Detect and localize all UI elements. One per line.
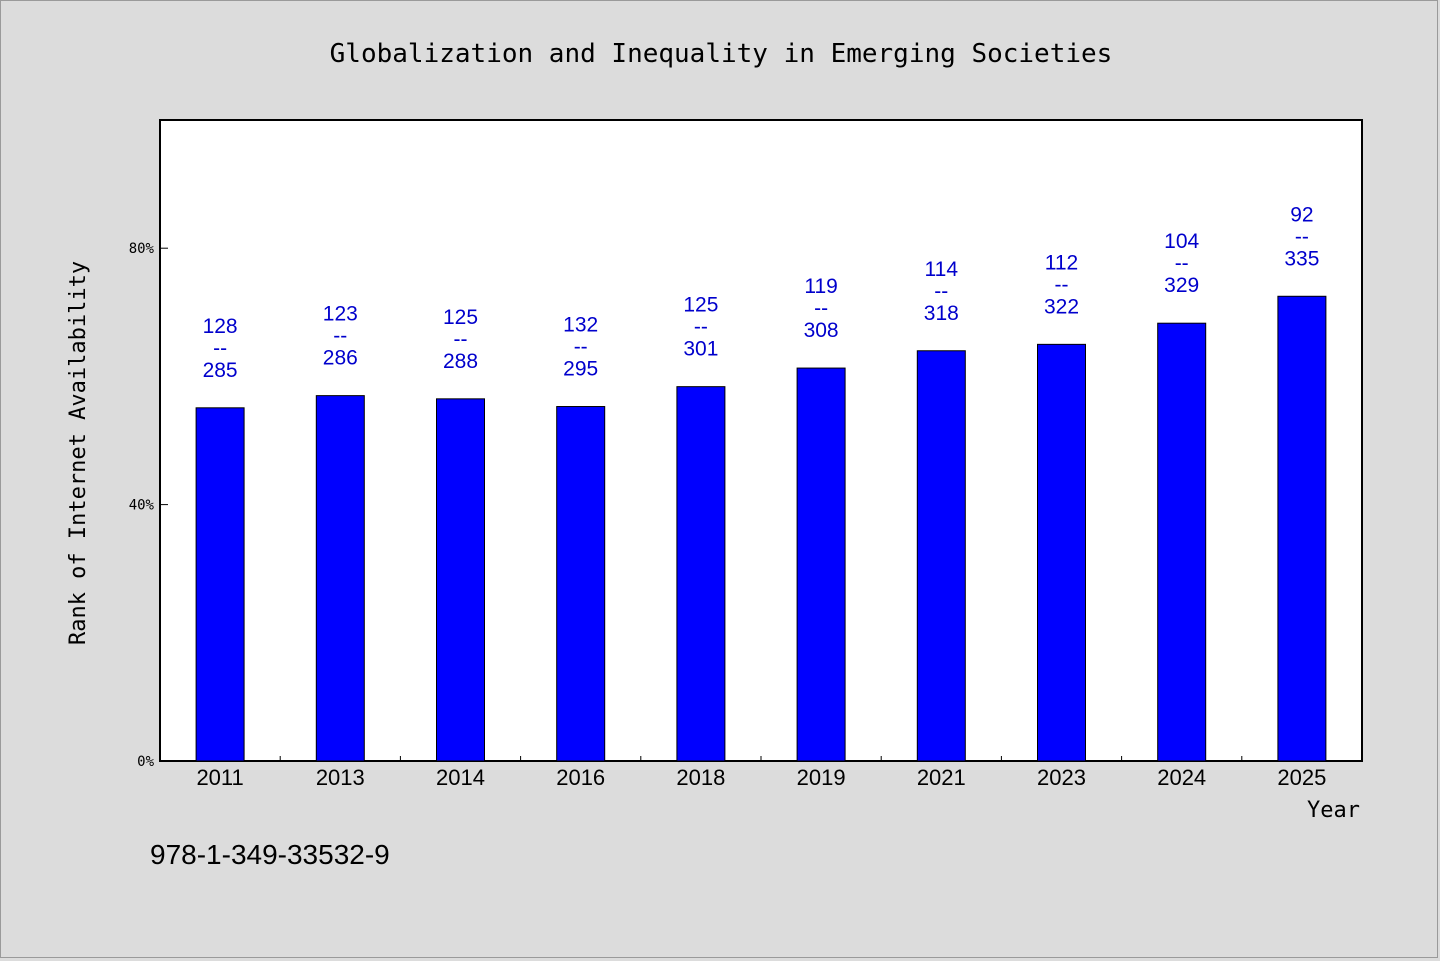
x-tick-label-2013: 2013 [316,765,365,790]
data-label-2024-top: 104 [1164,230,1199,253]
bar-2014 [436,398,485,762]
bars-group [195,295,1327,762]
y-tick-label-0: 0% [137,754,154,770]
data-label-2018-top: 125 [683,294,718,317]
x-tick-label-2019: 2019 [797,765,846,790]
data-label-2025-top: 92 [1290,203,1313,226]
data-labels-group: 128--285123--286125--288132--295125--301… [203,203,1320,382]
data-label-2019-top: 119 [804,275,837,298]
x-tick-label-2014: 2014 [436,765,485,790]
data-label-2024-bottom: 329 [1164,274,1199,297]
data-label-2013-bottom: 286 [323,347,358,370]
data-label-2023-top: 112 [1045,251,1078,274]
y-axis-label: Rank of Internet Availability [66,261,91,645]
data-label-2018-sep: -- [694,316,708,339]
data-label-2014-sep: -- [454,328,468,351]
data-label-2011-bottom: 285 [203,359,238,382]
data-label-2011-top: 128 [203,315,238,338]
bar-2025 [1277,295,1327,762]
x-tick-label-2018: 2018 [676,765,725,790]
data-label-2023-sep: -- [1055,273,1069,296]
data-label-2016-bottom: 295 [563,358,598,381]
x-tick-label-2024: 2024 [1157,765,1206,790]
data-label-2023-bottom: 322 [1044,295,1079,318]
x-tick-label-2016: 2016 [556,765,605,790]
data-label-2019-sep: -- [814,297,828,320]
y-axis-ticks: 0% 40% 80% [129,241,168,770]
x-tick-label-2023: 2023 [1037,765,1086,790]
data-label-2018-bottom: 301 [683,338,718,361]
data-label-2016-sep: -- [574,336,588,359]
data-label-2025-bottom: 335 [1284,247,1319,270]
y-tick-label-80: 80% [129,241,155,257]
data-label-2019-bottom: 308 [804,319,839,342]
data-label-2021-sep: -- [934,280,948,303]
x-tick-label-2025: 2025 [1277,765,1326,790]
data-label-2014-bottom: 288 [443,350,478,373]
x-tick-label-2021: 2021 [917,765,966,790]
data-label-2024-sep: -- [1175,252,1189,275]
data-label-2021-bottom: 318 [924,302,959,325]
bar-2018 [676,386,726,762]
data-label-2014-top: 125 [443,306,478,329]
isbn-text: 978-1-349-33532-9 [150,839,390,870]
data-label-2021-top: 114 [925,258,959,281]
data-label-2013-sep: -- [333,325,347,348]
data-label-2011-sep: -- [213,337,227,360]
bar-2016 [556,406,606,762]
data-label-2016-top: 132 [563,314,598,337]
bar-2013 [315,395,365,762]
bar-2021 [916,350,966,762]
y-tick-label-40: 40% [129,498,155,514]
data-label-2025-sep: -- [1295,225,1309,248]
x-tick-label-2011: 2011 [196,765,243,790]
x-axis-label: Year [1307,798,1360,823]
bar-2011 [195,407,245,762]
data-label-2013-top: 123 [323,303,358,326]
bar-2023 [1037,343,1086,762]
bar-2024 [1157,322,1207,762]
chart-title: Globalization and Inequality in Emerging… [330,39,1113,69]
bar-2019 [796,367,846,762]
x-axis-ticks: 2011 2013 2014 2016 2018 2019 2021 2023 2024 2025 [196,756,1326,790]
